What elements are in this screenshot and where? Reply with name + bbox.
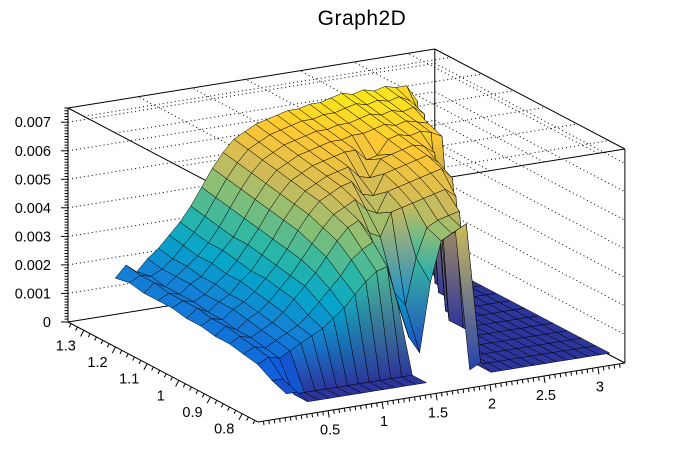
svg-text:1: 1 bbox=[380, 414, 388, 430]
svg-text:1.3: 1.3 bbox=[56, 338, 76, 354]
svg-text:1.2: 1.2 bbox=[87, 355, 107, 371]
svg-text:0: 0 bbox=[43, 315, 51, 331]
svg-text:1.1: 1.1 bbox=[119, 372, 139, 388]
svg-text:0.003: 0.003 bbox=[15, 229, 51, 245]
svg-text:2: 2 bbox=[488, 397, 496, 413]
svg-text:0.005: 0.005 bbox=[15, 172, 51, 188]
svg-text:0.5: 0.5 bbox=[320, 423, 340, 439]
svg-text:0.001: 0.001 bbox=[15, 286, 51, 302]
svg-text:0.004: 0.004 bbox=[15, 201, 51, 217]
svg-text:0.8: 0.8 bbox=[214, 422, 234, 438]
svg-text:0.002: 0.002 bbox=[15, 258, 51, 274]
svg-text:3: 3 bbox=[596, 379, 604, 395]
svg-text:1.5: 1.5 bbox=[428, 405, 448, 421]
svg-text:1: 1 bbox=[157, 388, 165, 404]
svg-text:2.5: 2.5 bbox=[536, 388, 556, 404]
svg-text:0.006: 0.006 bbox=[15, 144, 51, 160]
svg-text:0.007: 0.007 bbox=[15, 115, 51, 131]
svg-text:0.9: 0.9 bbox=[182, 405, 202, 421]
chart-title: Graph2D bbox=[317, 7, 407, 30]
